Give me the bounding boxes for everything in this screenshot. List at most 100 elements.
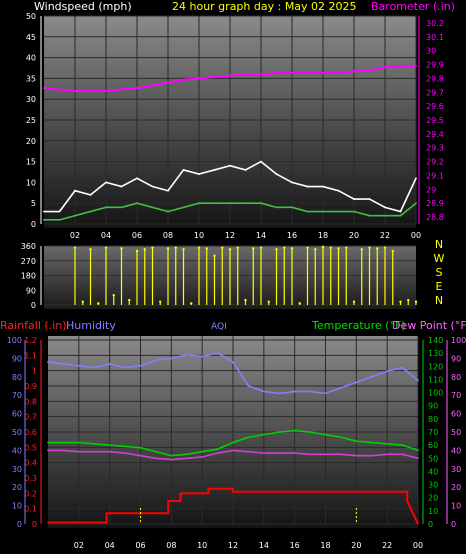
- direction-point: [159, 300, 162, 303]
- direction-point: [267, 300, 270, 303]
- series-point-dewpoint: [47, 449, 49, 452]
- series-point-gust: [58, 210, 61, 213]
- series-point-barometer: [291, 71, 293, 74]
- temperature-tick-label: 0: [428, 520, 433, 529]
- series-point-wind_avg: [167, 210, 169, 213]
- series-point-temperature: [155, 450, 157, 453]
- hour-tick-label: 18: [320, 541, 330, 550]
- rain-tick-label: 1: [32, 367, 37, 376]
- dewpoint-tick-label: 90: [451, 354, 461, 363]
- series-point-dewpoint: [247, 450, 250, 453]
- direction-point: [213, 254, 216, 258]
- series-point-temperature: [324, 433, 327, 436]
- barometer-tick-label: 29.3: [426, 144, 444, 153]
- series-point-barometer: [322, 71, 324, 74]
- series-point-rain: [167, 500, 170, 502]
- windspeed-tick-label: 0: [31, 220, 36, 229]
- barometer-tick-label: 29: [426, 185, 436, 194]
- temperature-tick-label: 110: [428, 375, 443, 384]
- series-point-gust: [337, 189, 340, 192]
- series-point-wind_avg: [105, 206, 107, 209]
- direction-point: [182, 248, 185, 251]
- series-point-barometer: [306, 71, 309, 74]
- series-point-humidity: [355, 381, 358, 384]
- hour-tick-label: 16: [290, 541, 300, 550]
- series-point-dewpoint: [262, 452, 265, 454]
- series-point-temperature: [293, 429, 296, 432]
- rain-tick-label: 0: [32, 520, 37, 529]
- barometer-tick-label: 29.2: [426, 158, 444, 167]
- series-point-humidity: [124, 366, 126, 369]
- direction-point: [321, 245, 325, 249]
- series-point-rain: [232, 490, 234, 493]
- direction-point: [120, 247, 123, 250]
- compass-label: S: [436, 266, 443, 279]
- series-point-barometer: [105, 89, 107, 92]
- direction-point: [236, 246, 239, 249]
- series-point-rain: [47, 521, 49, 524]
- series-point-gust: [198, 173, 200, 175]
- series-point-gust: [353, 198, 355, 200]
- series-point-barometer: [43, 87, 45, 90]
- windspeed-tick-label: 45: [26, 33, 36, 42]
- rain-tick-label: 0.3: [24, 474, 37, 483]
- direction-tick-label: 0: [31, 301, 36, 310]
- wind-baro-ticks: 0 5 10 15 20 25 30 35 40 45 50 28.8 28.9 29 29.1 29.2 29…: [26, 12, 444, 240]
- series-point-humidity: [216, 351, 219, 354]
- hour-tick-label: 00: [413, 541, 423, 550]
- direction-point: [81, 300, 84, 303]
- temp-humidity-ticks: 00.10.20.30.40.50.60.70.80.911.11.201020…: [7, 336, 466, 550]
- direction-point: [128, 298, 131, 302]
- series-point-wind_avg: [151, 206, 154, 209]
- series-point-dewpoint: [77, 450, 80, 453]
- series-point-temperature: [247, 436, 250, 439]
- series-point-wind_avg: [399, 214, 402, 217]
- humidity-tick-label: 100: [7, 336, 22, 345]
- compass-label: N: [435, 294, 443, 307]
- windspeed-tick-label: 30: [26, 95, 36, 104]
- direction-point: [104, 246, 108, 249]
- series-point-temperature: [62, 441, 65, 444]
- series-point-dewpoint: [417, 457, 419, 460]
- dewpoint-tick-label: 80: [451, 373, 461, 382]
- direction-point: [259, 246, 263, 249]
- series-point-gust: [384, 206, 386, 209]
- series-point-dewpoint: [201, 456, 204, 458]
- series-point-humidity: [62, 363, 65, 365]
- series-point-rain: [406, 490, 409, 493]
- series-point-humidity: [77, 364, 80, 367]
- dewpoint-tick-label: 10: [451, 502, 461, 511]
- dewpoint-label: Dew Point (°F): [392, 319, 466, 332]
- windspeed-tick-label: 20: [26, 137, 36, 146]
- series-point-gust: [74, 189, 76, 192]
- series-point-humidity: [370, 375, 373, 378]
- windspeed-tick-label: 40: [26, 54, 36, 63]
- wind-baro-grid: [44, 15, 417, 225]
- series-point-dewpoint: [386, 453, 389, 456]
- humidity-tick-label: 30: [12, 465, 22, 474]
- graph-title: 24 hour graph day : May 02 2025: [172, 0, 357, 13]
- humidity-tick-label: 40: [12, 446, 22, 455]
- series-point-barometer: [275, 71, 278, 74]
- direction-tick-label: 90: [26, 286, 36, 295]
- temperature-tick-label: 60: [428, 441, 438, 450]
- series-point-dewpoint: [324, 453, 327, 456]
- wind-baro-series: [43, 64, 417, 221]
- dewpoint-tick-label: 100: [451, 336, 466, 345]
- series-point-gust: [399, 210, 402, 213]
- hour-tick-label: 22: [382, 541, 392, 550]
- direction-tick-label: 270: [21, 257, 36, 266]
- direction-point: [391, 249, 394, 253]
- rain-tick-label: 1.1: [24, 351, 37, 360]
- series-point-wind_avg: [384, 214, 386, 217]
- series-point-humidity: [340, 386, 342, 389]
- rain-tick-label: 0.4: [24, 459, 37, 468]
- direction-point: [89, 248, 92, 251]
- direction-point: [174, 246, 177, 249]
- dewpoint-tick-label: 50: [451, 428, 461, 437]
- series-point-humidity: [324, 392, 327, 395]
- series-point-gust: [229, 164, 231, 167]
- hour-tick-label: 14: [259, 541, 269, 550]
- hour-tick-label: 04: [105, 541, 115, 550]
